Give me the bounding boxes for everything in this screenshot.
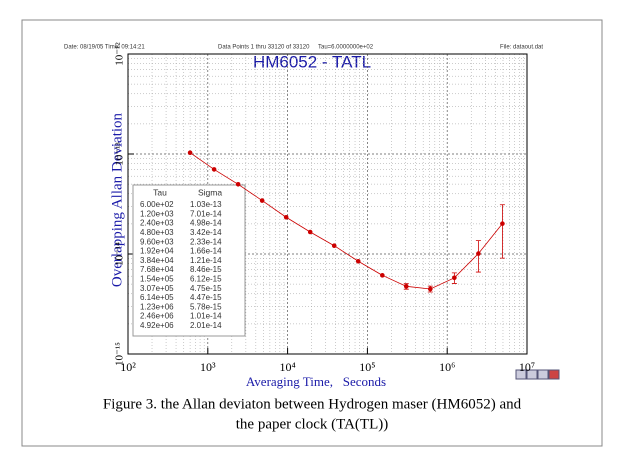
page-border	[21, 19, 603, 447]
chart-title: HM6052 - TATL	[253, 52, 371, 71]
table-sigma: 1.21e-14	[190, 256, 222, 265]
data-point	[211, 167, 217, 172]
table-sigma: 4.47e-15	[190, 293, 222, 302]
table-tau: 1.92e+04	[140, 247, 174, 256]
data-point	[452, 275, 457, 281]
table-tau: 6.14e+05	[140, 293, 174, 302]
y-tick-label: 10⁻¹³	[114, 142, 126, 166]
x-tick-label: 10⁶	[439, 360, 455, 374]
data-point	[427, 286, 433, 292]
table-tau: 2.46e+06	[140, 312, 174, 321]
table-header: Sigma	[198, 187, 222, 197]
error-bar	[475, 240, 481, 273]
header-info: Tau=6.0000000e+02	[318, 45, 374, 51]
table-sigma: 1.01e-14	[190, 312, 222, 321]
x-tick-label: 10⁵	[359, 360, 375, 374]
table-tau: 9.60e+03	[140, 237, 174, 246]
data-line	[189, 152, 503, 290]
data-point	[307, 229, 313, 235]
table-tau: 4.92e+06	[140, 321, 174, 330]
table-tau: 3.07e+05	[140, 284, 174, 293]
x-tick-label: 10⁴	[280, 360, 296, 374]
table-sigma: 3.42e-14	[190, 228, 222, 237]
data-point	[380, 273, 385, 278]
data-point	[500, 221, 505, 226]
y-axis-label: Overlapping Allan Deviation	[109, 112, 125, 287]
table-tau: 4.80e+03	[140, 228, 174, 237]
header-info: File: dataout.dat	[500, 45, 543, 51]
table-sigma: 4.75e-15	[190, 284, 222, 293]
data-point	[331, 243, 337, 249]
toolbar	[515, 369, 560, 380]
y-tick-label: 10⁻¹⁵	[114, 342, 126, 366]
header-info: Date: 08/19/05 Time: 09:14:21	[64, 45, 145, 51]
table-sigma: 4.98e-14	[190, 219, 222, 228]
data-point	[403, 284, 409, 289]
table-sigma: 8.46e-15	[190, 265, 222, 274]
error-bar	[499, 204, 505, 259]
table-sigma: 2.01e-14	[190, 321, 222, 330]
table-sigma: 1.66e-14	[190, 247, 222, 256]
table-tau: 3.84e+04	[140, 256, 174, 265]
caption-line: Figure 3. the Allan deviaton between Hyd…	[103, 396, 522, 412]
x-tick-label: 10²	[120, 360, 136, 374]
plot-frame	[127, 53, 528, 355]
table-tau: 6.00e+02	[140, 200, 174, 209]
x-axis-label: Averaging Time, Seconds	[246, 374, 386, 389]
table-box	[132, 184, 246, 337]
y-tick-label: 10⁻¹²	[114, 42, 126, 66]
x-tick-label: 10⁷	[519, 360, 535, 374]
table-sigma: 5.78e-15	[190, 302, 222, 311]
table-header: Tau	[153, 187, 167, 197]
table-tau: 1.20e+03	[140, 209, 174, 218]
data-point	[259, 198, 265, 203]
table-sigma: 2.33e-14	[190, 237, 222, 246]
y-tick-label: 10⁻¹⁴	[114, 242, 126, 266]
header-info: Data Points 1 thru 33120 of 33120	[218, 45, 310, 51]
data-point	[187, 150, 193, 156]
table-sigma: 6.12e-15	[190, 275, 222, 284]
table-sigma: 7.01e-14	[190, 209, 222, 218]
table-tau: 1.54e+05	[140, 275, 174, 284]
data-point	[476, 251, 481, 256]
table-tau: 2.40e+03	[140, 219, 174, 228]
data-point	[283, 214, 289, 220]
table-tau: 1.23e+06	[140, 302, 174, 311]
data-point	[235, 181, 241, 187]
table-tau: 7.68e+04	[140, 265, 174, 274]
x-tick-label: 10³	[200, 360, 216, 374]
caption-line: the paper clock (TA(TL))	[236, 416, 388, 432]
data-point	[355, 258, 361, 264]
table-sigma: 1.03e-13	[190, 200, 222, 209]
